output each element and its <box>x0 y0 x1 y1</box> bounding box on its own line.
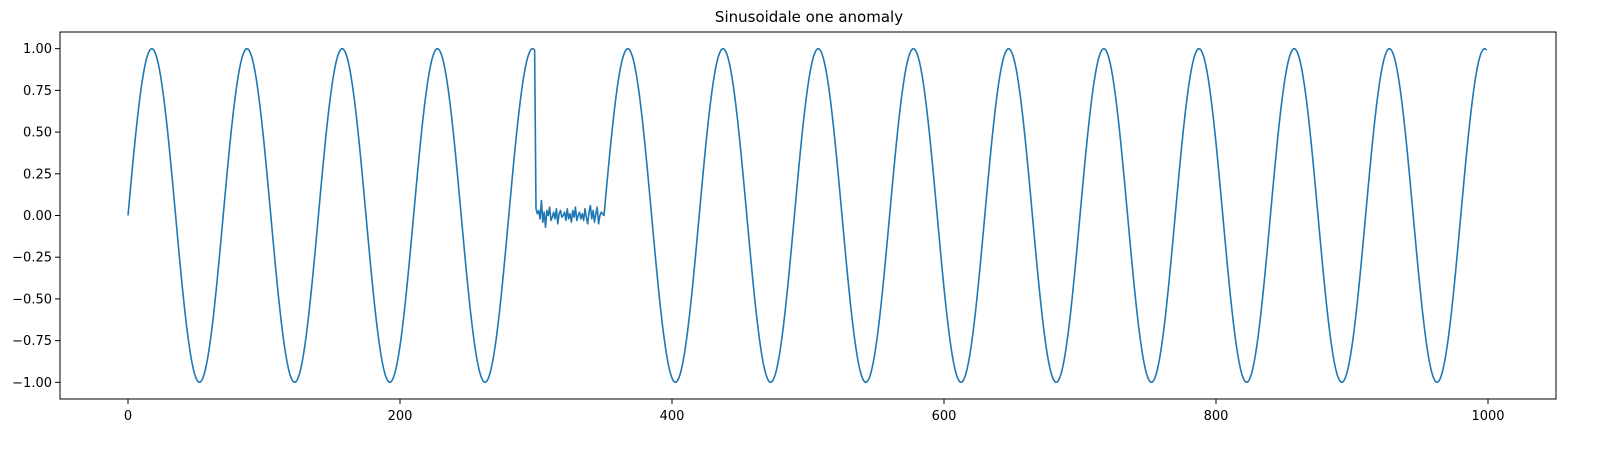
y-tick-label: −1.00 <box>12 376 52 391</box>
x-axis: 0 200 400 600 800 1000 <box>124 399 1505 424</box>
x-tick-label: 1000 <box>1471 409 1504 424</box>
chart-title: Sinusoidale one anomaly <box>715 8 903 26</box>
y-tick-label: −0.75 <box>12 334 52 349</box>
y-tick-label: 0.50 <box>23 126 52 141</box>
series-layer <box>127 48 1488 383</box>
x-tick-label: 600 <box>932 409 957 424</box>
y-tick-label: −0.25 <box>12 251 52 266</box>
y-axis: 1.00 0.75 0.50 0.25 0.00 −0.25 −0.50 −0.75 −1.00 <box>12 42 60 391</box>
y-tick-label: 1.00 <box>23 42 52 57</box>
x-tick-label: 200 <box>388 409 413 424</box>
y-tick-label: −0.50 <box>12 292 52 307</box>
y-tick-label: 0.00 <box>23 209 52 224</box>
series-line-0 <box>127 48 1488 383</box>
y-tick-label: 0.75 <box>23 84 52 99</box>
y-tick-label: 0.25 <box>23 167 52 182</box>
x-tick-label: 400 <box>660 409 685 424</box>
x-tick-label: 800 <box>1204 409 1229 424</box>
x-tick-label: 0 <box>124 409 132 424</box>
